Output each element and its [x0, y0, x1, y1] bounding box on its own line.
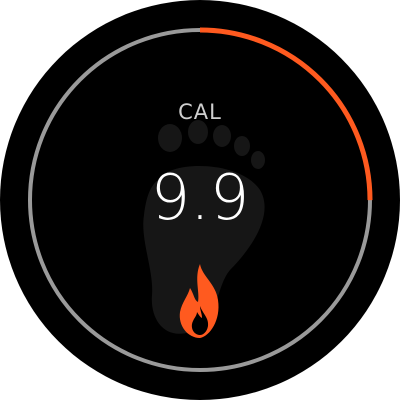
progress-ring-fill [27, 27, 373, 373]
metric-label: CAL [178, 100, 222, 124]
footprint-icon [143, 120, 265, 334]
flame-icon [179, 264, 219, 338]
metric-value: 9.9 [150, 161, 250, 234]
